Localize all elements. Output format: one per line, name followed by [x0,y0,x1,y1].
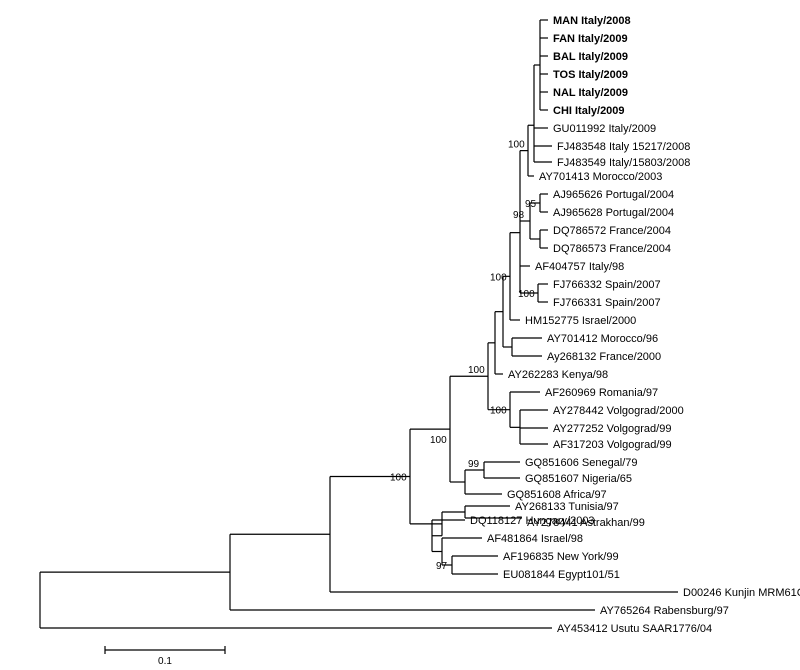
taxon-label: AF481864 Israel/98 [487,533,583,545]
taxon-label: AY701413 Morocco/2003 [539,171,662,183]
taxon-label: AF317203 Volgograd/99 [553,439,672,451]
taxon-label: AY453412 Usutu SAAR1776/04 [557,623,712,635]
taxon-label: AY278442 Volgograd/2000 [553,405,684,417]
support-value: 100 [490,272,507,283]
taxon-label: GQ851606 Senegal/79 [525,457,638,469]
taxon-label: FJ766332 Spain/2007 [553,279,661,291]
taxon-label: EU081844 Egypt101/51 [503,569,620,581]
support-value: 100 [430,435,447,446]
taxon-label: AY268133 Tunisia/97 [515,501,619,513]
taxon-label: AY765264 Rabensburg/97 [600,605,729,617]
taxon-label: Ay268132 France/2000 [547,351,661,363]
support-value: 100 [508,140,525,151]
taxon-label: TOS Italy/2009 [553,69,628,81]
taxon-label: GQ851608 Africa/97 [507,489,607,501]
taxon-label: FJ483549 Italy/15803/2008 [557,157,690,169]
taxon-label: AY262283 Kenya/98 [508,369,608,381]
taxon-label: AJ965626 Portugal/2004 [553,189,674,201]
support-value: 100 [518,289,535,300]
taxon-label: NAL Italy/2009 [553,87,628,99]
taxon-label: HM152775 Israel/2000 [525,315,636,327]
taxon-label: D00246 Kunjin MRM61C/51 [683,587,800,599]
taxon-label: FJ483548 Italy 15217/2008 [557,141,690,153]
taxon-label: AF404757 Italy/98 [535,261,624,273]
taxon-label: GU011992 Italy/2009 [553,123,656,135]
taxon-label: DQ786573 France/2004 [553,243,671,255]
taxon-label: AJ965628 Portugal/2004 [553,207,674,219]
support-value: 100 [468,365,485,376]
taxon-label: FAN Italy/2009 [553,33,628,45]
taxon-label: GQ851607 Nigeria/65 [525,473,632,485]
scale-bar-label: 0.1 [158,656,172,667]
taxon-label: AY277252 Volgograd/99 [553,423,671,435]
support-value: 99 [468,459,480,470]
taxon-label: DQ786572 France/2004 [553,225,671,237]
taxon-label: MAN Italy/2008 [553,15,631,27]
support-value: 98 [513,210,525,221]
support-value: 97 [436,561,448,572]
support-value: 100 [490,406,507,417]
support-value: 95 [525,199,537,210]
taxon-label: FJ766331 Spain/2007 [553,297,661,309]
taxon-label: AF196835 New York/99 [503,551,619,563]
taxon-label: AY701412 Morocco/96 [547,333,658,345]
taxon-label: DQ118127 Hungary/2003 [470,515,595,527]
taxon-label: AF260969 Romania/97 [545,387,658,399]
taxon-label: BAL Italy/2009 [553,51,628,63]
phylogenetic-tree: MAN Italy/2008 FAN Italy/2009 BAL Italy/20… [0,0,800,670]
support-value: 100 [390,472,407,483]
taxon-label: CHI Italy/2009 [553,105,625,117]
